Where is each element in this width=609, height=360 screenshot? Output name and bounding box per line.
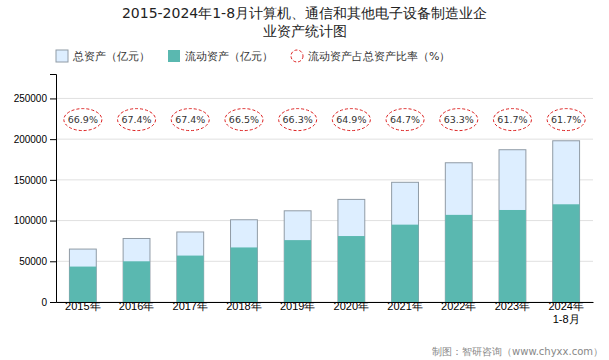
ratio-marker xyxy=(225,109,263,131)
x-tick-label-line: 1-8月 xyxy=(553,313,580,325)
y-tick-label: 200000 xyxy=(14,134,48,145)
x-tick: 2024年1-8月 xyxy=(548,300,583,325)
bars xyxy=(69,141,579,302)
ratio-marker xyxy=(386,109,424,131)
bar xyxy=(177,256,204,302)
ratio-marker xyxy=(493,109,531,131)
bar xyxy=(499,210,526,302)
ratio-marker xyxy=(440,109,478,131)
ratio-marker xyxy=(547,109,585,131)
data-label: 67.4% xyxy=(121,114,151,125)
grid-line xyxy=(56,139,593,140)
y-tick-mark xyxy=(50,261,56,262)
bar-series xyxy=(69,204,579,302)
y-tick-mark xyxy=(50,139,56,140)
data-label: 66.3% xyxy=(283,114,313,125)
data-label: 64.7% xyxy=(390,114,420,125)
title-line: 2015-2024年1-8月计算机、通信和其他电子设备制造业企 xyxy=(122,5,487,21)
x-tick-label: 2024年1-8月 xyxy=(548,300,583,325)
legend-item: 流动资产（亿元） xyxy=(168,50,273,63)
data-label: 61.7% xyxy=(497,114,527,125)
footnote: 制图：智研咨询（www.chyxx.com） xyxy=(432,346,603,357)
bar xyxy=(553,204,580,302)
ratio-marker xyxy=(64,109,102,131)
y-tick: 200000 xyxy=(14,134,56,145)
bar xyxy=(123,238,150,302)
bar xyxy=(338,199,365,302)
legend-label: 流动资产（亿元） xyxy=(185,50,273,63)
y-tick-label: 250000 xyxy=(14,93,48,104)
legend-swatch xyxy=(291,50,303,62)
bar xyxy=(69,267,96,302)
bar xyxy=(284,240,311,302)
data-label: 66.9% xyxy=(68,114,98,125)
y-tick: 250000 xyxy=(14,93,56,104)
chart: 2015-2024年1-8月计算机、通信和其他电子设备制造业企业资产统计图 0 50… xyxy=(0,0,609,360)
y-tick-mark xyxy=(50,180,56,181)
y-tick: 150000 xyxy=(14,175,56,186)
y-tick: 100000 xyxy=(14,215,56,226)
bar xyxy=(177,232,204,302)
x-axis: 2015年2016年2017年2018年2019年2020年2021年2022年… xyxy=(57,300,594,325)
grid xyxy=(56,98,593,302)
title-line: 业资产统计图 xyxy=(263,23,347,39)
ratio-markers: 66.9% 67.4% 67.4% 66.5% 66.3% 64.9% 64.7% 63.3%… xyxy=(64,109,585,131)
y-tick: 50000 xyxy=(19,256,56,267)
y-tick: 0 xyxy=(41,297,56,308)
y-tick-label: 150000 xyxy=(14,175,48,186)
legend-label: 总资产（亿元） xyxy=(72,50,150,63)
plot: 0 50000 100000 150000 200000 250000 2015年2016年… xyxy=(14,75,594,326)
ratio-marker xyxy=(279,109,317,131)
bar xyxy=(445,163,472,302)
bar xyxy=(284,211,311,302)
legend-item: 总资产（亿元） xyxy=(56,50,150,63)
bar xyxy=(445,215,472,302)
ratio-marker xyxy=(171,109,209,131)
bar xyxy=(69,249,96,302)
y-axis-line xyxy=(50,75,57,303)
bar xyxy=(499,150,526,302)
y-tick-mark xyxy=(50,302,56,303)
legend-swatch xyxy=(56,50,68,62)
grid-line xyxy=(56,98,593,99)
bar xyxy=(231,220,258,302)
y-tick-label: 50000 xyxy=(19,256,47,267)
bar xyxy=(231,247,258,302)
legend-swatch xyxy=(168,50,180,62)
data-label: 63.3% xyxy=(444,114,474,125)
data-label: 66.5% xyxy=(229,114,259,125)
data-label: 64.9% xyxy=(336,114,366,125)
y-tick-label: 0 xyxy=(41,297,47,308)
y-tick-label: 100000 xyxy=(14,215,48,226)
legend-item: 流动资产占总资产比率（%） xyxy=(291,50,450,63)
bar xyxy=(392,225,419,302)
bar xyxy=(553,141,580,302)
bar xyxy=(123,261,150,302)
data-label: 61.7% xyxy=(551,114,581,125)
legend-label: 流动资产占总资产比率（%） xyxy=(308,50,450,63)
ratio-marker xyxy=(118,109,156,131)
y-axis: 0 50000 100000 150000 200000 250000 xyxy=(14,75,57,308)
y-tick-mark xyxy=(50,98,56,99)
y-tick-mark xyxy=(50,221,56,222)
ratio-marker xyxy=(332,109,370,131)
data-label: 67.4% xyxy=(175,114,205,125)
bar xyxy=(338,236,365,302)
title: 2015-2024年1-8月计算机、通信和其他电子设备制造业企业资产统计图 xyxy=(122,5,487,39)
bar xyxy=(392,182,419,302)
legend: 总资产（亿元） 流动资产（亿元） 流动资产占总资产比率（%） xyxy=(56,50,450,63)
bar-series xyxy=(69,141,579,302)
